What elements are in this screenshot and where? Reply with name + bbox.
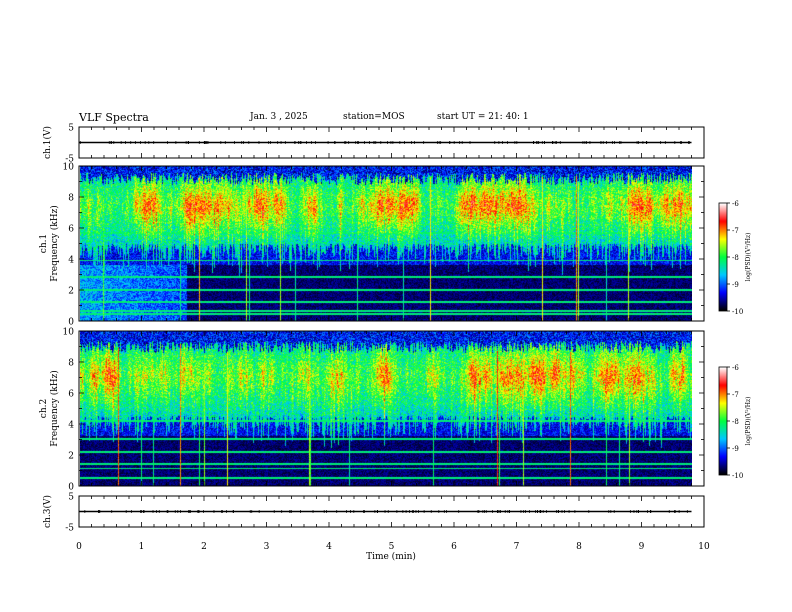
- y-axis-label: Frequency (kHz): [49, 205, 60, 282]
- y-tick-label: 10: [63, 328, 75, 338]
- header-start-time: start UT = 21: 40: 1: [437, 112, 529, 122]
- x-tick-label: 10: [698, 542, 710, 552]
- ch2-colorbar: -6 -7 -8 -9 -10 log(PSD)(V²/Hz): [718, 364, 752, 480]
- y-tick-label: 5: [68, 493, 74, 503]
- y-axis-label-channel: ch.1: [39, 234, 49, 253]
- y-tick-label: 4: [68, 421, 74, 431]
- colorbar-label: log(PSD)(V²/Hz): [745, 233, 752, 282]
- colorbar-tick-label: -10: [732, 308, 743, 316]
- ch1-spectrogram-panel: [80, 166, 692, 321]
- y-tick-label: 5: [68, 124, 74, 134]
- x-tick-label: 3: [264, 542, 270, 552]
- y-axis-label: ch.3(V): [42, 495, 53, 528]
- x-tick-label: 8: [576, 542, 582, 552]
- colorbar-tick-label: -6: [732, 364, 739, 372]
- y-tick-label: 2: [68, 287, 74, 297]
- ch1-spectrogram-image: [80, 166, 692, 321]
- y-tick-label: 6: [68, 390, 74, 400]
- x-tick-label: 7: [514, 542, 520, 552]
- colorbar-tick-label: -8: [732, 418, 739, 426]
- header-date: Jan. 3 , 2025: [250, 112, 308, 122]
- x-tick-label: 6: [451, 542, 457, 552]
- x-tick-label: 2: [201, 542, 207, 552]
- y-tick-label: 0: [68, 318, 74, 328]
- colorbar-tick-label: -7: [732, 227, 739, 235]
- ch2-spectrogram-image: [80, 331, 692, 486]
- x-tick-label: 0: [76, 542, 82, 552]
- colorbar-tick-label: -9: [732, 445, 739, 453]
- x-tick-label: 9: [639, 542, 645, 552]
- x-tick-label: 1: [139, 542, 145, 552]
- colorbar-tick-label: -6: [732, 200, 739, 208]
- y-axis-label-channel: ch.2: [39, 399, 49, 418]
- ch1-colorbar-image: [719, 203, 727, 311]
- x-tick-label: 4: [326, 542, 332, 552]
- y-tick-label: -5: [65, 155, 74, 165]
- x-axis-label: Time (min): [366, 551, 416, 562]
- ch2-spectrogram-panel: [80, 331, 692, 486]
- ch2-colorbar-image: [719, 367, 727, 475]
- colorbar-tick-label: -8: [732, 254, 739, 262]
- y-tick-label: 4: [68, 256, 74, 266]
- header-station: station=MOS: [343, 112, 405, 122]
- y-axis-label: Frequency (kHz): [49, 370, 60, 447]
- ch1-colorbar: -6 -7 -8 -9 -10 log(PSD)(V²/Hz): [718, 200, 752, 316]
- y-tick-label: 6: [68, 225, 74, 235]
- x-tick-label: 5: [389, 542, 395, 552]
- ch3-waveform-panel: [79, 510, 692, 513]
- y-tick-label: 10: [63, 163, 75, 173]
- y-tick-label: 8: [68, 359, 74, 369]
- colorbar-tick-label: -9: [732, 281, 739, 289]
- colorbar-tick-label: -10: [732, 472, 743, 480]
- y-tick-label: 0: [68, 483, 74, 493]
- y-tick-label: 2: [68, 452, 74, 462]
- colorbar-tick-label: -7: [732, 391, 739, 399]
- ch1-waveform-panel: [79, 141, 692, 144]
- colorbar-label: log(PSD)(V²/Hz): [745, 397, 752, 446]
- header-title: VLF Spectra: [79, 111, 149, 124]
- y-tick-label: 8: [68, 194, 74, 204]
- y-tick-label: -5: [65, 524, 74, 534]
- y-axis-label: ch.1(V): [42, 126, 53, 159]
